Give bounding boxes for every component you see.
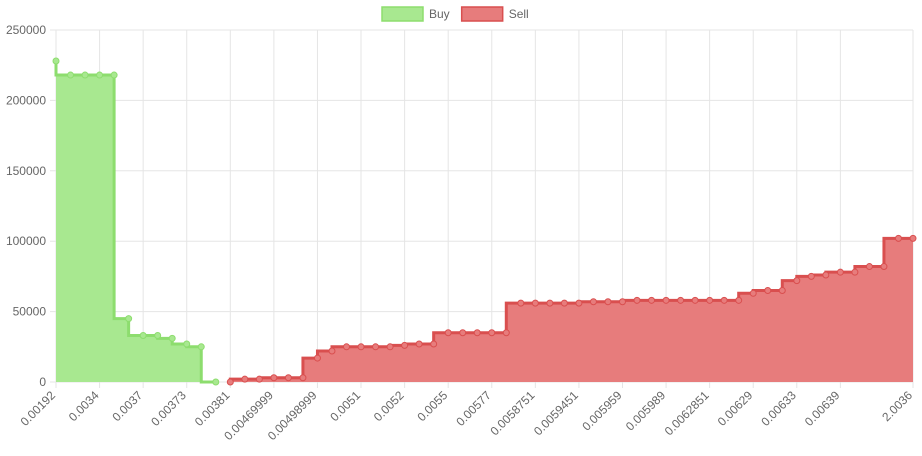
point — [197, 343, 205, 351]
x-tick-label: 0.0034 — [66, 388, 102, 424]
point — [241, 375, 249, 383]
point — [343, 343, 351, 351]
point — [851, 268, 859, 276]
point — [386, 343, 394, 351]
x-tick-label: 0.00577 — [453, 388, 494, 429]
point — [531, 299, 539, 307]
y-tick-label: 200000 — [6, 93, 46, 107]
x-tick-label: 0.0058751 — [487, 388, 537, 438]
area — [56, 60, 216, 382]
legend: Buy Sell — [381, 6, 529, 22]
point — [604, 298, 612, 306]
legend-label: Sell — [509, 7, 529, 21]
x-tick-label: 0.005959 — [579, 388, 625, 434]
point — [67, 71, 75, 79]
point — [880, 263, 888, 271]
point — [517, 299, 525, 307]
point — [764, 286, 772, 294]
point — [183, 340, 191, 348]
point — [154, 332, 162, 340]
point — [836, 268, 844, 276]
point — [575, 299, 583, 307]
point — [81, 71, 89, 79]
point — [589, 298, 597, 306]
x-tick-label: 0.0051 — [327, 388, 363, 424]
x-tick-label: 0.0052 — [371, 388, 407, 424]
point — [677, 296, 685, 304]
point — [648, 296, 656, 304]
point — [226, 378, 234, 386]
x-tick-label: 0.00639 — [802, 388, 843, 429]
point — [313, 354, 321, 362]
point — [430, 340, 438, 348]
point — [778, 286, 786, 294]
point — [502, 329, 510, 337]
point — [633, 296, 641, 304]
legend-swatch — [381, 6, 424, 22]
x-tick-label: 0.00373 — [148, 388, 189, 429]
point — [894, 234, 902, 242]
point — [270, 374, 278, 382]
point — [807, 272, 815, 280]
x-tick-label: 0.0037 — [109, 388, 145, 424]
x-tick-label: 0.00629 — [715, 388, 756, 429]
point — [546, 299, 554, 307]
area — [230, 238, 914, 382]
point — [459, 329, 467, 337]
y-tick-label: 50000 — [13, 305, 47, 319]
point — [328, 347, 336, 355]
x-tick-label: 0.0062851 — [662, 388, 712, 438]
point — [125, 315, 133, 323]
point — [720, 296, 728, 304]
point — [909, 234, 917, 242]
point — [139, 332, 147, 340]
point — [299, 374, 307, 382]
point — [444, 329, 452, 337]
point — [401, 341, 409, 349]
point — [357, 343, 365, 351]
x-tick-label: 0.0055 — [414, 388, 450, 424]
legend-swatch — [460, 6, 504, 22]
y-tick-label: 0 — [39, 375, 46, 389]
legend-label: Buy — [429, 7, 450, 21]
point — [212, 378, 220, 386]
point — [662, 296, 670, 304]
point — [706, 296, 714, 304]
x-tick-label: 0.00381 — [192, 388, 233, 429]
point — [110, 71, 118, 79]
point — [618, 298, 626, 306]
point — [96, 71, 104, 79]
point — [372, 343, 380, 351]
point — [168, 334, 176, 342]
point — [255, 375, 263, 383]
point — [691, 296, 699, 304]
x-tick-label: 0.005989 — [623, 388, 669, 434]
x-tick-label: 0.00633 — [758, 388, 799, 429]
point — [560, 299, 568, 307]
point — [488, 329, 496, 337]
point — [52, 57, 60, 65]
point — [793, 277, 801, 285]
point — [284, 374, 292, 382]
y-tick-label: 250000 — [6, 23, 46, 37]
legend-item[interactable]: Sell — [460, 6, 529, 22]
point — [822, 271, 830, 279]
point — [735, 296, 743, 304]
x-tick-label: 0.0059451 — [531, 388, 581, 438]
legend-item[interactable]: Buy — [381, 6, 450, 22]
point — [473, 329, 481, 337]
y-tick-label: 100000 — [6, 234, 46, 248]
x-tick-label: 2.0036 — [879, 388, 915, 424]
x-tick-label: 0.00192 — [18, 388, 59, 429]
point — [865, 263, 873, 271]
point — [415, 340, 423, 348]
point — [749, 289, 757, 297]
y-tick-label: 150000 — [6, 164, 46, 178]
